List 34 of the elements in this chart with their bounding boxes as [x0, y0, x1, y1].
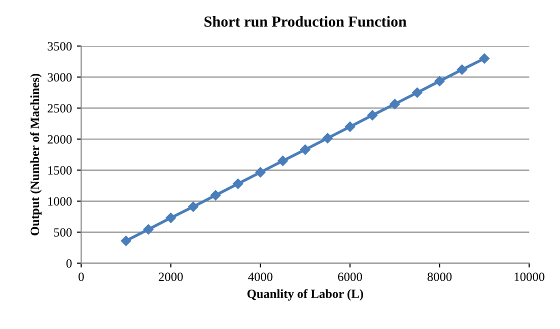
point [300, 144, 310, 155]
x-tick-label: 8000 [428, 272, 452, 282]
y-tick-label: 2500 [48, 104, 72, 113]
point [143, 224, 154, 235]
x-tick-label: 4000 [248, 272, 272, 282]
point [188, 202, 198, 212]
y-tick-label: 1000 [48, 197, 72, 206]
x-tick-label: 10000 [514, 272, 544, 282]
x-axis-title: Quanlity of Labor (L) [247, 289, 364, 301]
point [367, 110, 378, 120]
point [120, 236, 132, 246]
y-tick-label: 500 [54, 228, 72, 237]
point [210, 190, 221, 200]
point [278, 156, 288, 166]
y-tick-label: 3000 [48, 73, 72, 82]
x-tick-label: 6000 [338, 272, 362, 282]
x-tick-label: 0 [78, 272, 84, 282]
y-tick-label: 1500 [48, 166, 72, 175]
point [456, 64, 468, 75]
point [390, 98, 400, 110]
chart-title: Short run Production Function [204, 16, 406, 27]
y-tick-label: 3500 [48, 42, 72, 51]
point [166, 212, 176, 224]
point [479, 53, 490, 64]
y-tick-label: 0 [66, 259, 72, 268]
x-tick-label: 2000 [158, 272, 183, 282]
point [344, 122, 356, 132]
point [434, 76, 445, 86]
y-axis-title: Output (Number of Machines) [30, 74, 42, 236]
point [412, 87, 422, 98]
point [232, 178, 244, 189]
y-tick-label: 2000 [48, 135, 72, 144]
point [255, 167, 266, 178]
point [322, 133, 333, 144]
